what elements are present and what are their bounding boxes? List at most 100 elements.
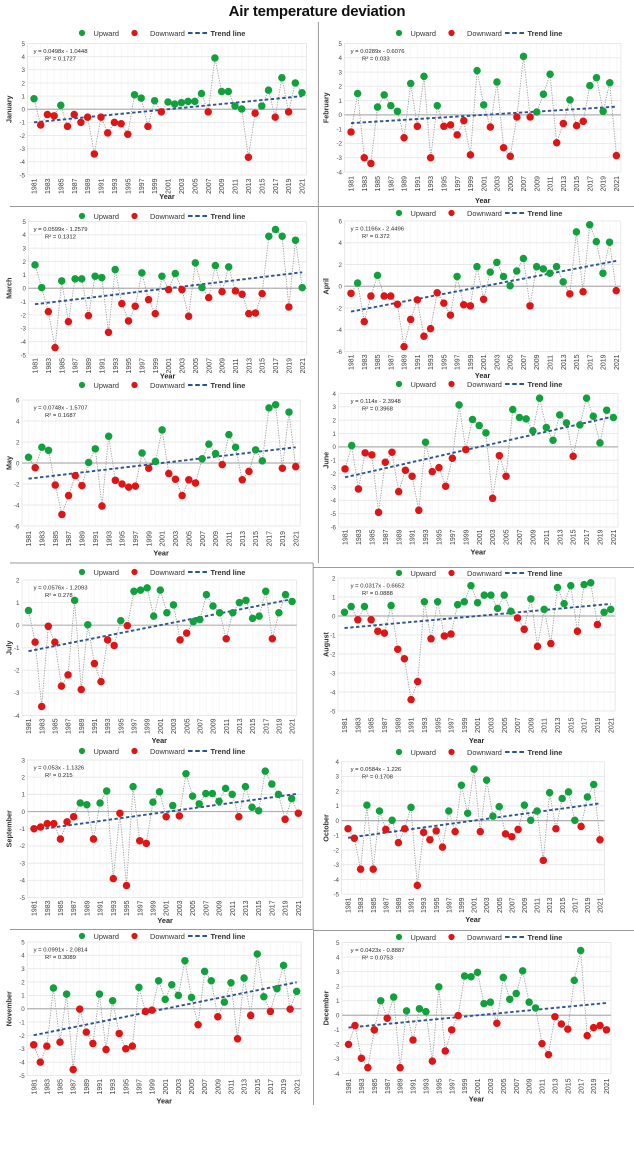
svg-text:2017: 2017	[269, 900, 276, 916]
svg-text:-3: -3	[19, 146, 25, 153]
svg-text:4: 4	[22, 54, 26, 61]
svg-text:1999: 1999	[459, 897, 466, 913]
svg-text:3: 3	[336, 774, 340, 781]
svg-text:2007: 2007	[521, 176, 528, 192]
svg-text:2019: 2019	[595, 717, 602, 733]
svg-text:2017: 2017	[587, 176, 594, 192]
svg-text:1991: 1991	[415, 354, 422, 370]
svg-text:2003: 2003	[177, 900, 184, 916]
svg-text:1999: 1999	[145, 718, 152, 734]
svg-text:2011: 2011	[224, 719, 231, 734]
svg-text:1997: 1997	[450, 529, 457, 545]
svg-text:0: 0	[333, 444, 337, 451]
svg-text:November: November	[5, 991, 14, 1026]
svg-text:-2: -2	[336, 305, 342, 312]
svg-text:2005: 2005	[189, 1079, 196, 1095]
svg-text:2003: 2003	[484, 897, 491, 913]
svg-text:1989: 1989	[80, 531, 87, 547]
svg-text:-5: -5	[19, 1073, 25, 1080]
svg-text:2013: 2013	[242, 1079, 249, 1095]
svg-text:-3: -3	[336, 155, 342, 162]
svg-text:2019: 2019	[281, 1079, 288, 1095]
svg-text:2: 2	[339, 84, 343, 91]
svg-text:-5: -5	[20, 352, 26, 359]
svg-text:y = 0.0991x - 2.0814: y = 0.0991x - 2.0814	[34, 948, 89, 954]
svg-text:1999: 1999	[150, 1079, 157, 1095]
svg-text:2005: 2005	[497, 897, 504, 913]
svg-text:2015: 2015	[574, 176, 581, 192]
svg-text:Downward: Downward	[150, 568, 185, 577]
svg-text:-1: -1	[14, 645, 20, 652]
svg-text:1981: 1981	[349, 354, 356, 370]
svg-text:R² = 0.1312: R² = 0.1312	[45, 235, 76, 241]
svg-text:1: 1	[333, 431, 337, 438]
svg-text:4: 4	[23, 232, 27, 239]
svg-text:2003: 2003	[488, 1078, 495, 1094]
svg-text:2: 2	[16, 439, 20, 446]
svg-text:September: September	[5, 810, 14, 847]
svg-text:2009: 2009	[530, 529, 537, 545]
svg-text:1999: 1999	[468, 176, 475, 192]
svg-text:2017: 2017	[584, 529, 591, 545]
svg-text:-1: -1	[19, 826, 25, 833]
svg-text:1: 1	[23, 272, 27, 279]
svg-text:-2: -2	[19, 1033, 25, 1040]
svg-text:Downward: Downward	[150, 747, 185, 756]
svg-text:y = 0.0584x - 1.226: y = 0.0584x - 1.226	[351, 767, 402, 773]
svg-text:2021: 2021	[294, 1079, 301, 1095]
svg-text:-5: -5	[19, 895, 25, 902]
svg-text:-4: -4	[14, 713, 20, 720]
svg-text:y = 0.0317x - 0.6652: y = 0.0317x - 0.6652	[351, 584, 405, 590]
svg-text:2021: 2021	[300, 358, 307, 374]
svg-text:2019: 2019	[286, 358, 293, 374]
svg-text:1989: 1989	[396, 897, 403, 913]
svg-text:2017: 2017	[268, 1079, 275, 1095]
svg-text:1993: 1993	[428, 176, 435, 192]
svg-text:Downward: Downward	[150, 381, 185, 390]
svg-text:1: 1	[22, 792, 26, 799]
svg-text:2021: 2021	[598, 897, 605, 913]
svg-text:1987: 1987	[66, 531, 73, 547]
svg-text:1997: 1997	[139, 178, 146, 194]
svg-text:2: 2	[23, 259, 27, 266]
svg-text:2007: 2007	[515, 717, 522, 733]
svg-text:2013: 2013	[547, 897, 554, 913]
svg-text:1981: 1981	[26, 718, 33, 734]
svg-text:5: 5	[23, 219, 27, 226]
svg-text:y = 0.0599x - 1.2579: y = 0.0599x - 1.2579	[34, 227, 88, 233]
svg-text:2007: 2007	[514, 1078, 521, 1094]
svg-text:2001: 2001	[166, 178, 173, 194]
svg-text:2017: 2017	[582, 717, 589, 733]
svg-text:2015: 2015	[259, 178, 266, 194]
svg-text:2015: 2015	[571, 529, 578, 545]
svg-text:1991: 1991	[411, 1078, 418, 1094]
svg-text:3: 3	[21, 966, 25, 973]
svg-text:1981: 1981	[32, 178, 39, 194]
svg-text:2009: 2009	[219, 178, 226, 194]
svg-text:2009: 2009	[534, 354, 541, 370]
svg-text:1985: 1985	[58, 900, 65, 916]
svg-text:2005: 2005	[193, 358, 200, 374]
svg-text:1: 1	[22, 93, 26, 100]
svg-text:2003: 2003	[490, 529, 497, 545]
svg-text:Trend line: Trend line	[528, 380, 563, 389]
svg-text:3: 3	[23, 246, 27, 253]
svg-text:1997: 1997	[446, 897, 453, 913]
svg-text:2003: 2003	[180, 358, 187, 374]
svg-text:1997: 1997	[449, 1078, 456, 1094]
svg-text:1993: 1993	[421, 897, 428, 913]
svg-text:2019: 2019	[585, 897, 592, 913]
svg-text:1: 1	[332, 594, 336, 601]
svg-text:1983: 1983	[39, 718, 46, 734]
svg-text:2001: 2001	[477, 529, 484, 545]
svg-text:Upward: Upward	[94, 212, 119, 221]
svg-text:2021: 2021	[293, 531, 300, 547]
svg-text:1: 1	[336, 998, 340, 1005]
svg-text:-6: -6	[330, 524, 336, 531]
svg-text:-4: -4	[336, 327, 342, 334]
svg-text:2: 2	[333, 418, 337, 425]
svg-text:-4: -4	[330, 689, 336, 696]
svg-text:Year: Year	[475, 196, 491, 205]
svg-text:2017: 2017	[273, 358, 280, 374]
svg-text:2021: 2021	[296, 900, 303, 916]
